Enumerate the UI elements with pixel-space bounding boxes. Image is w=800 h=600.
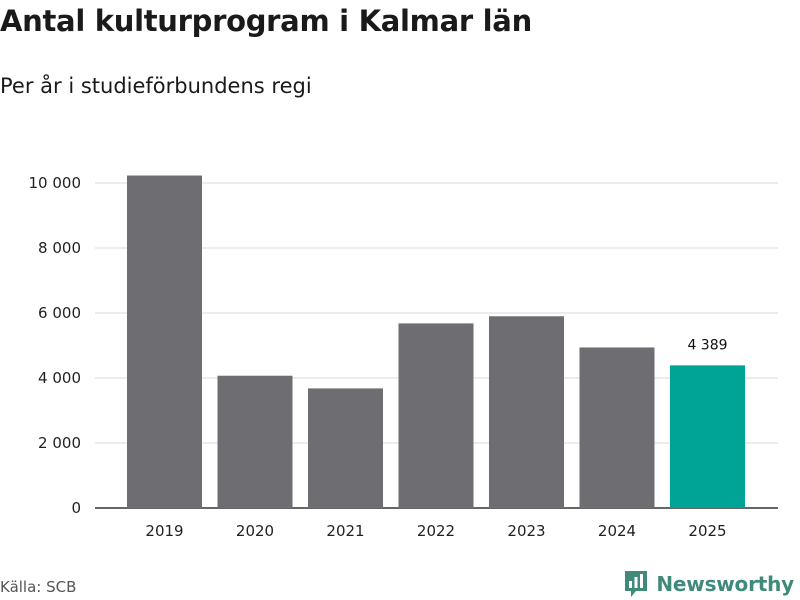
y-tick-label: 4 000 [38,369,81,387]
bars [127,175,745,508]
newsworthy-logo: Newsworthy [623,569,794,599]
x-axis-ticks: 2019 2020 2021 2022 2023 2024 2025 [145,522,726,540]
chart-title: Antal kulturprogram i Kalmar län [0,4,532,38]
newsworthy-logo-text: Newsworthy [656,572,794,596]
bar-2025 [670,365,745,508]
x-tick-label: 2023 [507,522,545,540]
y-tick-label: 0 [71,499,81,517]
x-tick-label: 2021 [326,522,364,540]
data-labels: 4 389 [687,337,727,353]
y-tick-label: 2 000 [38,434,81,452]
bar-2022 [398,323,474,508]
x-tick-label: 2022 [417,522,455,540]
bar-2019 [127,175,202,508]
x-tick-label: 2020 [236,522,274,540]
newsworthy-logo-icon [625,571,648,597]
x-tick-label: 2025 [688,522,726,540]
x-tick-label: 2019 [145,522,183,540]
chart-subtitle: Per år i studieförbundens regi [0,74,312,98]
y-axis-ticks: 0 2 000 4 000 6 000 8 000 10 000 [29,174,82,517]
bar-2024 [579,347,655,508]
y-tick-label: 10 000 [29,174,82,192]
source-note: Källa: SCB [0,578,77,596]
bar-2021 [308,388,383,508]
data-label: 4 389 [687,337,727,353]
y-tick-label: 6 000 [38,304,81,322]
bar-2020 [217,375,293,508]
bar-2023 [489,316,564,508]
y-tick-label: 8 000 [38,239,81,257]
x-tick-label: 2024 [598,522,636,540]
